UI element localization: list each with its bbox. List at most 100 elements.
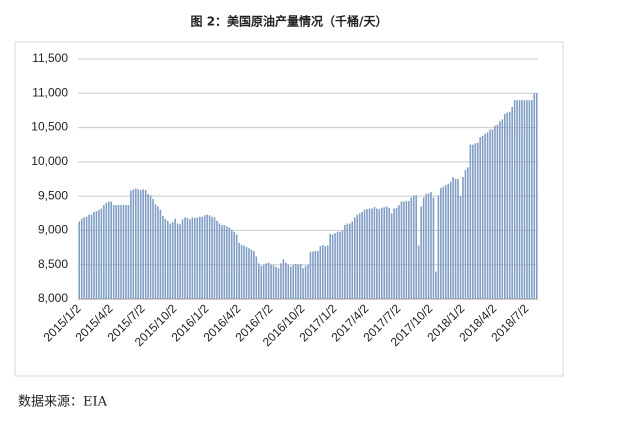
bar — [324, 246, 327, 299]
bar — [432, 197, 435, 299]
bar — [528, 100, 531, 300]
bar — [299, 264, 302, 299]
bar — [361, 211, 363, 299]
bar — [179, 224, 181, 299]
bar — [410, 197, 413, 299]
bar — [285, 262, 287, 299]
bar — [437, 195, 440, 299]
bar — [378, 209, 381, 299]
bar — [304, 266, 307, 299]
bar — [135, 188, 137, 299]
bar — [511, 107, 513, 299]
bar — [80, 218, 83, 299]
bar — [107, 201, 110, 299]
bar — [376, 208, 378, 299]
bar — [211, 216, 213, 299]
bar — [336, 231, 339, 299]
bar — [447, 183, 450, 299]
bar — [454, 179, 457, 299]
bar — [130, 190, 132, 299]
bar — [115, 205, 117, 299]
bar — [88, 214, 90, 299]
bar — [346, 223, 349, 299]
chart-title: 图 2：美国原油产量情况（千桶/天） — [191, 14, 388, 29]
bar — [147, 194, 149, 299]
bar — [103, 205, 105, 299]
bar — [506, 112, 509, 299]
bar — [110, 201, 112, 299]
bar — [253, 251, 255, 299]
bar — [282, 259, 285, 299]
bar — [297, 264, 299, 299]
bar — [516, 100, 518, 300]
bar — [501, 119, 504, 299]
bar — [496, 124, 499, 299]
bar — [112, 205, 115, 299]
y-tick-label: 11,000 — [32, 85, 68, 99]
bar — [196, 217, 199, 299]
bar — [302, 268, 304, 299]
bar — [287, 264, 290, 299]
bar — [262, 264, 265, 299]
bar — [435, 271, 437, 299]
bar — [184, 217, 186, 299]
bar — [139, 189, 142, 299]
bar — [270, 264, 272, 299]
bar — [93, 211, 95, 299]
bar — [125, 205, 127, 299]
bar — [417, 245, 420, 299]
bar — [390, 213, 393, 299]
bar — [201, 216, 204, 299]
bar — [499, 121, 501, 300]
bar — [280, 263, 282, 299]
bar — [476, 142, 479, 299]
bar — [462, 176, 464, 299]
bar — [289, 266, 292, 299]
bar — [472, 144, 474, 299]
bar — [518, 100, 521, 300]
bar — [469, 144, 472, 299]
bar — [181, 219, 184, 299]
bar — [85, 216, 88, 299]
source-note: 数据来源：EIA — [18, 395, 108, 410]
bar — [481, 135, 484, 299]
bar — [314, 251, 317, 299]
bar — [171, 222, 174, 299]
bar — [243, 245, 245, 299]
bar — [228, 227, 231, 299]
bar — [489, 129, 491, 299]
bar — [265, 263, 267, 299]
bar — [132, 189, 135, 299]
bar — [294, 264, 297, 299]
bar — [142, 189, 144, 299]
bar — [442, 186, 445, 299]
bar — [398, 205, 400, 299]
bar — [137, 189, 140, 299]
bar — [526, 100, 528, 300]
bar — [275, 266, 277, 299]
bar — [100, 208, 103, 299]
bar — [334, 233, 336, 299]
bar — [326, 245, 329, 299]
bar — [208, 215, 211, 299]
bar — [371, 208, 373, 299]
bar — [272, 265, 275, 299]
bar — [149, 195, 152, 299]
bar — [90, 214, 93, 299]
y-tick-label: 9,500 — [38, 188, 68, 202]
bar — [233, 231, 235, 299]
bar — [169, 223, 172, 299]
bar — [191, 217, 194, 299]
bar — [176, 223, 179, 299]
bar — [351, 221, 354, 299]
bar — [120, 205, 122, 299]
y-tick-label: 8,500 — [38, 257, 68, 271]
bar — [440, 187, 442, 299]
bar — [162, 216, 164, 299]
bar — [486, 132, 489, 299]
bar — [373, 207, 376, 299]
bar — [415, 195, 418, 299]
bar — [508, 111, 511, 299]
bar — [494, 125, 496, 299]
